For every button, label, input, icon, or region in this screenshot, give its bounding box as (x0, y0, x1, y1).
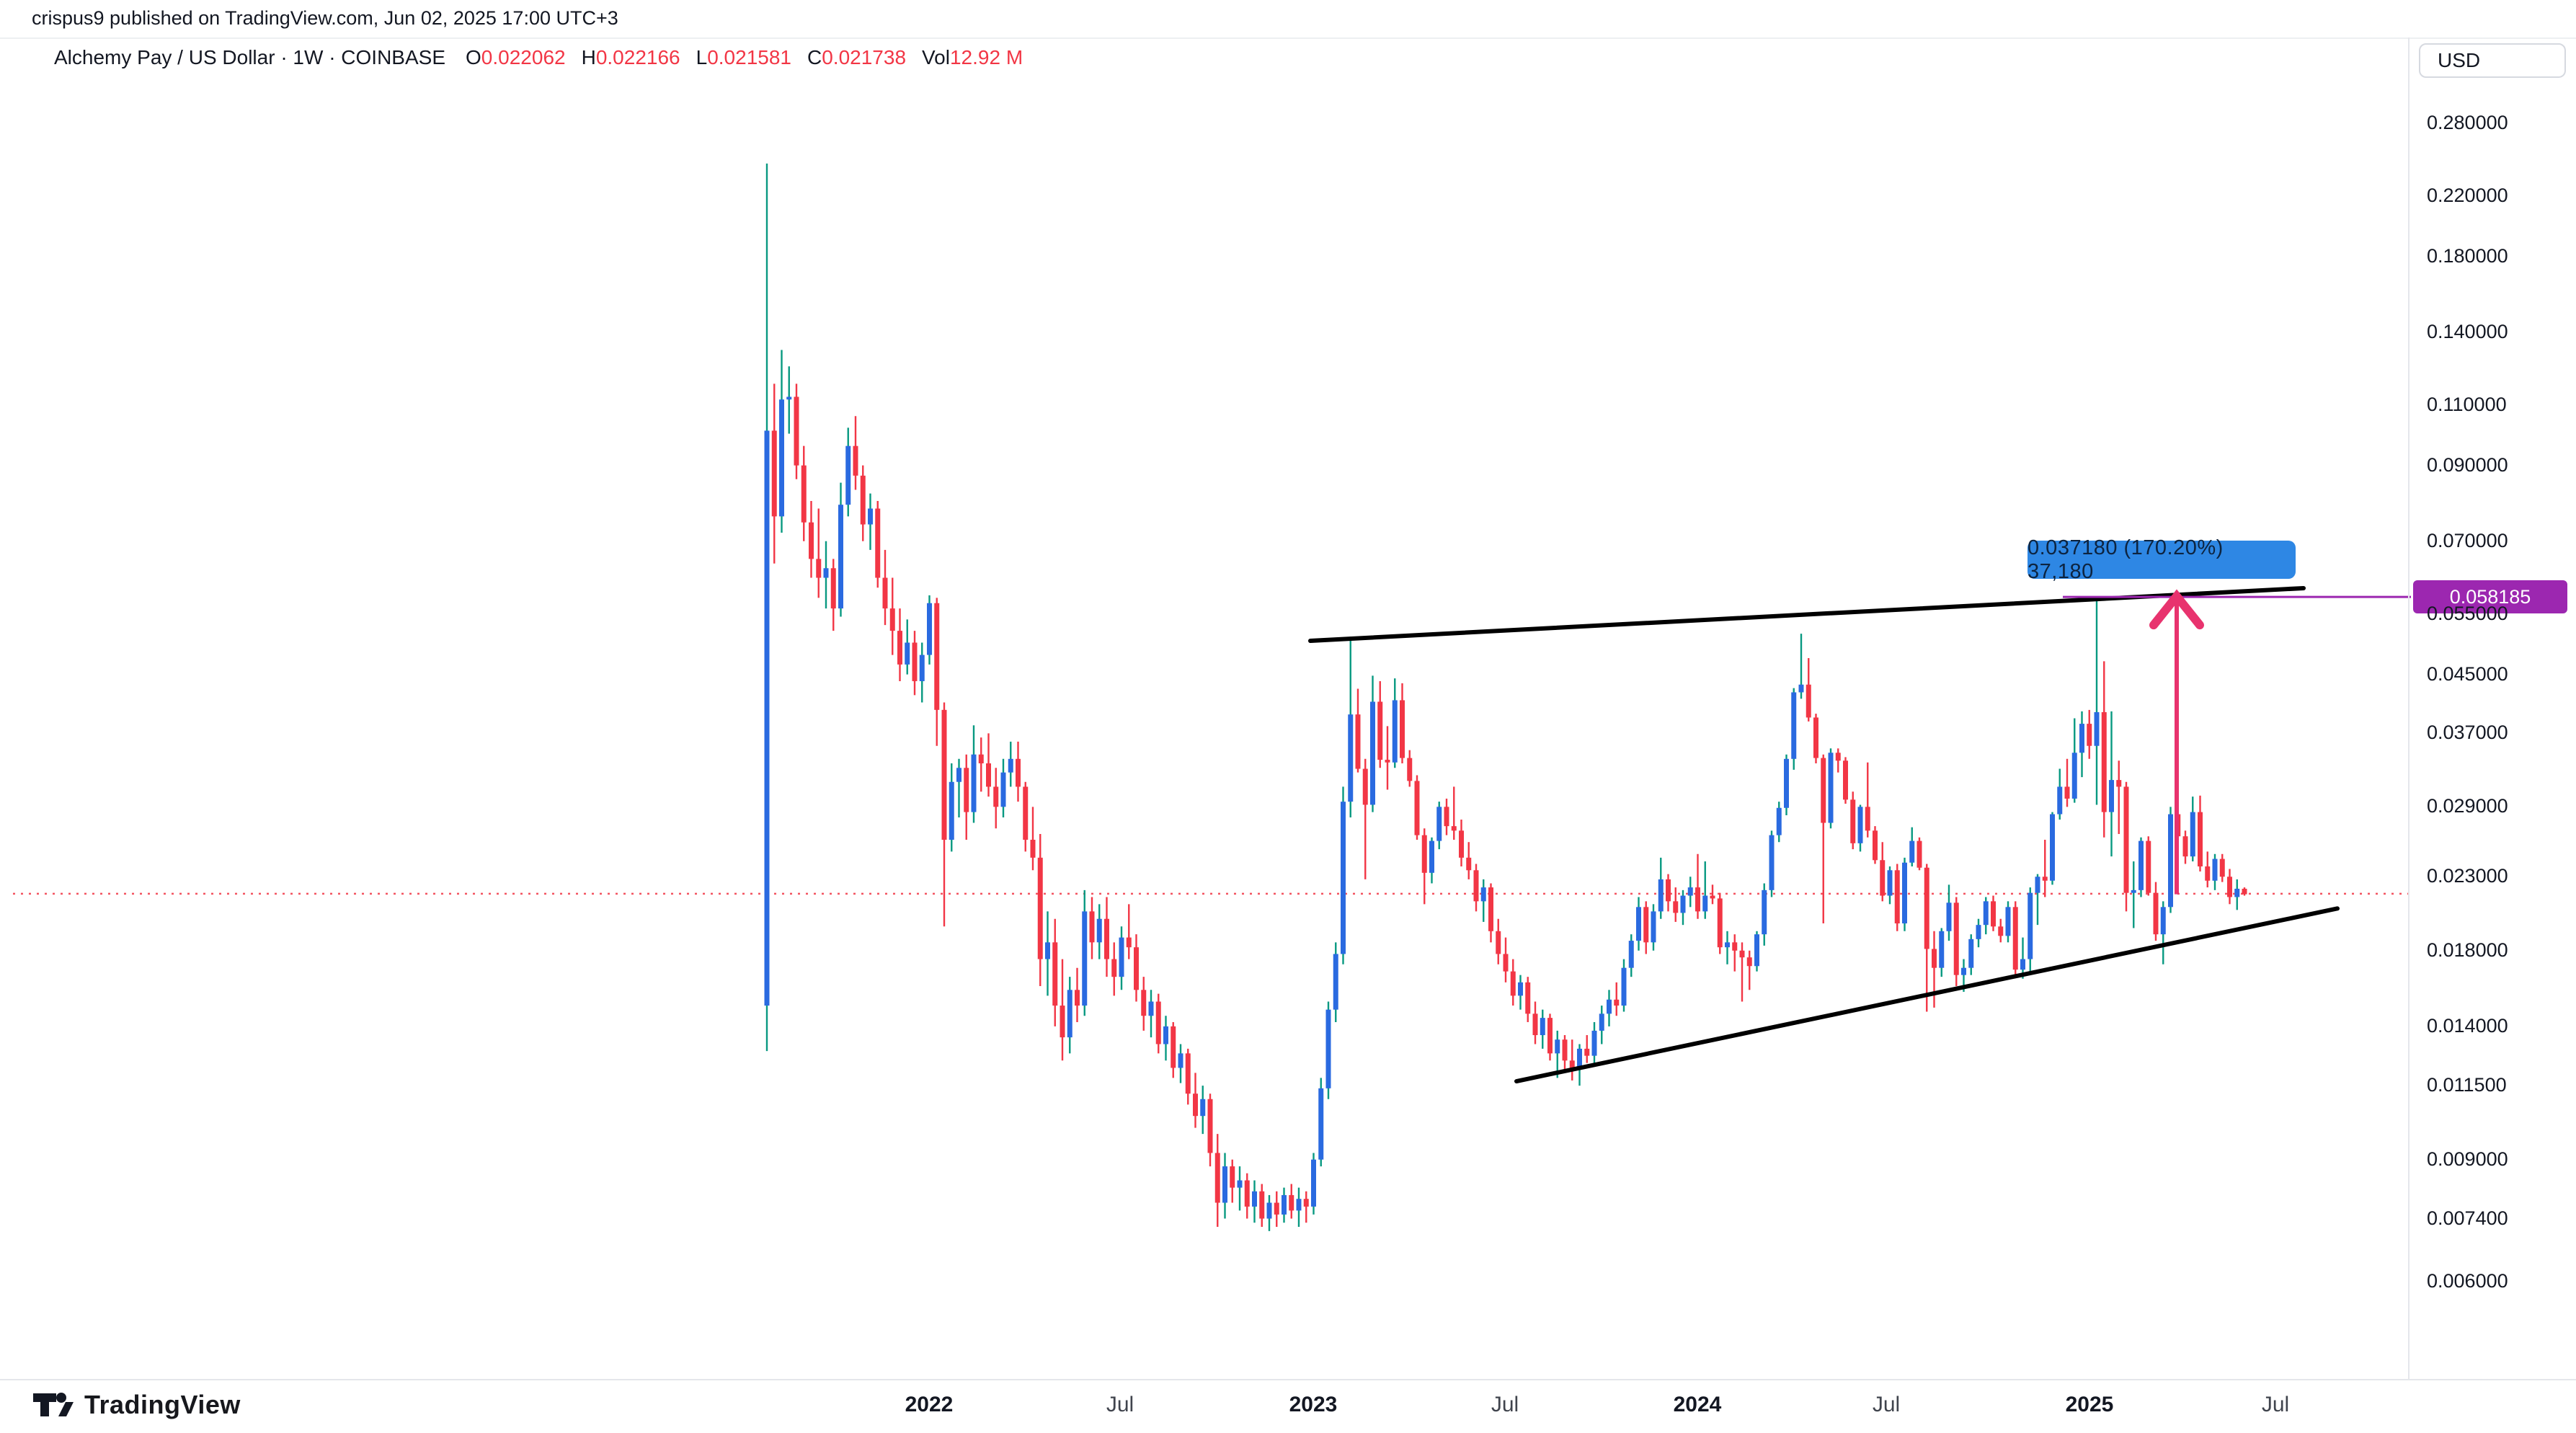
price-tick-label: 0.055000 (2427, 602, 2508, 624)
publish-info-text: crispus9 published on TradingView.com, J… (32, 7, 618, 29)
price-tick-label: 0.280000 (2427, 112, 2508, 133)
price-tick-label: 0.014000 (2427, 1014, 2508, 1037)
currency-label: USD (2438, 49, 2481, 71)
price-range-callout[interactable]: 0.037180 (170.20%) 37,180 (2028, 536, 2296, 583)
time-tick-label-jul: Jul (1106, 1393, 1134, 1416)
tradingview-logo-icon (33, 1393, 74, 1416)
price-tick-label: 0.009000 (2427, 1148, 2508, 1170)
price-tick-label: 0.011500 (2427, 1074, 2507, 1096)
symbol-title: Alchemy Pay / US Dollar · 1W · COINBASE (54, 46, 446, 68)
price-tick-label: 0.045000 (2427, 662, 2508, 685)
time-tick-label-jul: Jul (1491, 1393, 1519, 1416)
volume-readout: Vol12.92 M (922, 46, 1023, 68)
price-tick-label: 0.007400 (2427, 1207, 2508, 1229)
projection-arrow[interactable] (2149, 589, 2204, 895)
price-range-callout-text: 0.037180 (170.20%) 37,180 (2028, 536, 2224, 583)
price-tick-label: 0.029000 (2427, 795, 2508, 817)
currency-toggle-button[interactable]: USD (2419, 43, 2566, 78)
ohlc-high: H0.022166 (581, 46, 680, 68)
price-tick-label: 0.140000 (2427, 320, 2508, 342)
purple-price-label[interactable]: 0.058185 (2413, 580, 2567, 614)
price-tick-label: 0.037000 (2427, 722, 2508, 744)
time-tick-label-jul: Jul (1872, 1393, 1901, 1416)
time-tick-label-jul: Jul (2261, 1393, 2290, 1416)
price-tick-label: 0.110000 (2427, 393, 2507, 415)
purple-price-value: 0.058185 (2449, 585, 2531, 608)
price-axis-separator (2408, 37, 2410, 1379)
trendline-lower-support[interactable] (1514, 906, 2340, 1084)
time-axis-separator (0, 1379, 2576, 1380)
price-tick-label: 0.220000 (2427, 184, 2508, 206)
price-tick-label: 0.070000 (2427, 529, 2508, 551)
price-tick-label: 0.018000 (2427, 939, 2508, 961)
price-tick-label: 0.090000 (2427, 453, 2508, 476)
tradingview-logo[interactable]: TradingView (32, 1387, 241, 1423)
price-tick-label: 0.180000 (2427, 244, 2508, 267)
price-tick-label: 0.023000 (2427, 865, 2508, 887)
time-tick-label-2022: 2022 (905, 1393, 954, 1416)
time-tick-label-2024: 2024 (1673, 1393, 1722, 1416)
time-tick-label-2025: 2025 (2065, 1393, 2114, 1416)
publish-info-bar: crispus9 published on TradingView.com, J… (0, 0, 2576, 39)
ohlc-low: L0.021581 (696, 46, 791, 68)
ohlc-open: O0.022062 (466, 46, 566, 68)
tradingview-logo-text: TradingView (84, 1390, 241, 1419)
time-tick-label-2023: 2023 (1289, 1393, 1338, 1416)
candlestick-series[interactable] (764, 163, 2247, 1231)
price-tick-label: 0.006000 (2427, 1270, 2508, 1292)
symbol-header: Alchemy Pay / US Dollar · 1W · COINBASE … (54, 42, 1039, 74)
ohlc-close: C0.021738 (807, 46, 907, 68)
